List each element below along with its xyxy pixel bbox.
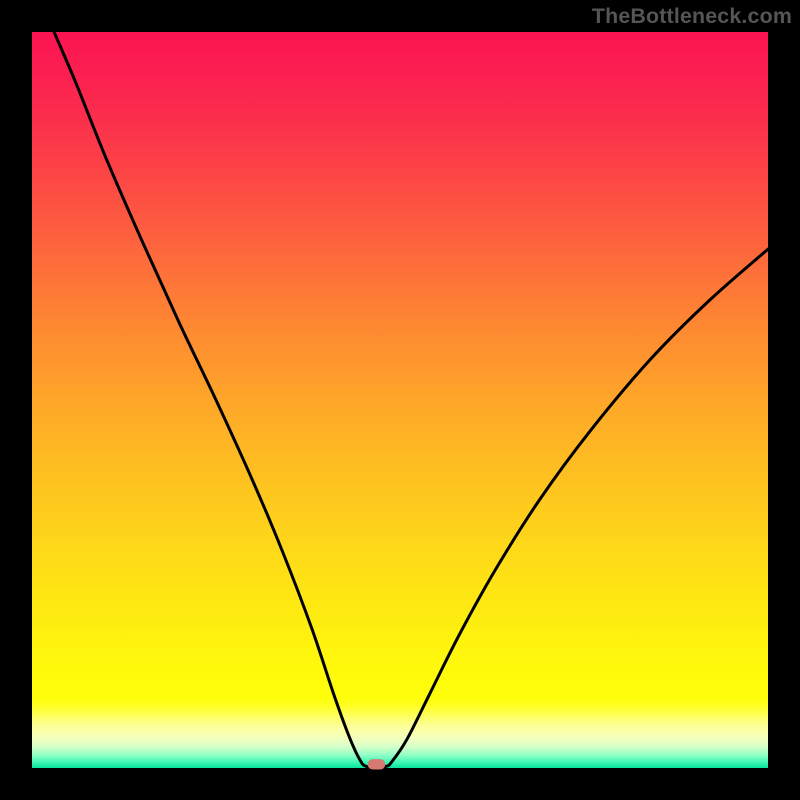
bottleneck-chart <box>0 0 800 800</box>
plot-background <box>32 32 768 768</box>
min-point-marker <box>368 759 386 769</box>
watermark-text: TheBottleneck.com <box>592 4 792 29</box>
chart-container: TheBottleneck.com <box>0 0 800 800</box>
